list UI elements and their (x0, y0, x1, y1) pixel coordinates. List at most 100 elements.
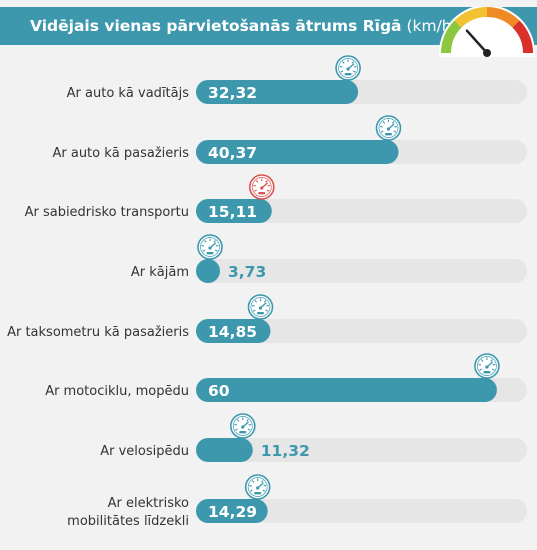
speedometer-icon-display (256, 312, 264, 315)
category-label-line: Ar motociklu, mopēdu (45, 384, 189, 399)
speedometer-icon-inner (250, 297, 271, 317)
gauge-needle (465, 29, 489, 55)
speedometer-icon (229, 413, 256, 439)
speedometer-icon-tick (265, 309, 269, 312)
speedometer-icon-tick (380, 130, 384, 133)
category-label: Ar elektrisko mobilitātes līdzekli (67, 496, 189, 529)
bar-track (196, 259, 527, 283)
speedometer-icon-tick (263, 300, 267, 303)
bar (196, 199, 272, 223)
speedometer-icon-tick (204, 240, 207, 243)
speedometer-icon (375, 115, 402, 141)
bar (196, 438, 253, 462)
gauge-face (452, 18, 522, 57)
speedometer-icon-inner (247, 477, 268, 497)
chart-header: Vidējais vienas pārvietošanās ātrums Rīg… (0, 7, 537, 57)
bar-row: Ar kājām 3,73 (131, 234, 527, 283)
speedometer-icon-tick (247, 428, 251, 431)
bar-row: Ar velosipēdu 11,32 (100, 413, 527, 462)
speedometer-icon-display (344, 73, 352, 76)
speedometer-icon (247, 294, 274, 320)
speedometer-icon-tick (255, 180, 259, 183)
speedometer-icon-hub (260, 186, 264, 190)
speedometer-icon-tick (261, 480, 264, 483)
bar (196, 80, 359, 104)
gauge-segment-red (512, 20, 533, 53)
speedometer-icon-inner (232, 416, 253, 436)
speedometer-icon-hub (346, 67, 350, 71)
speedometer-icon-tick (235, 428, 238, 431)
speedometer-icon-tick (254, 300, 258, 303)
category-label-line: Ar elektrisko (108, 496, 189, 511)
category-label-line: mobilitātes līdzekli (67, 514, 189, 529)
speedometer-icon-display (239, 431, 247, 434)
category-label-line: Ar kājām (131, 265, 189, 280)
speedometer-icon (244, 474, 271, 500)
speedometer-icon-inner (200, 237, 220, 257)
speedometer-icon-display (384, 133, 392, 136)
bar (196, 259, 220, 283)
speedometer-icon-tick (340, 70, 344, 73)
speedometer-icon-hub (258, 306, 263, 310)
speedometer-icon-inner (338, 58, 358, 78)
speedometer-icon (197, 234, 223, 260)
value-label: 32,32 (208, 84, 257, 102)
speedometer-icon-tick (391, 121, 395, 124)
speedometer-icon-tick (490, 359, 493, 362)
bar-row: Ar taksometru kā pasažieris 14,85 (7, 294, 527, 343)
category-label: Ar velosipēdu (100, 444, 189, 459)
speedometer-icon-hub (386, 127, 391, 131)
value-label: 14,29 (208, 503, 257, 521)
speedometer-icon-inner (477, 356, 497, 376)
value-label: 60 (208, 382, 230, 400)
bar (196, 499, 268, 523)
value-label: 15,11 (208, 203, 257, 221)
bar-row: Ar sabiedrisko transportu 15,11 (25, 174, 527, 223)
bar-row: Ar elektrisko mobilitātes līdzekli 14,29 (67, 474, 527, 529)
speedometer-icon-tick (491, 368, 495, 371)
category-label: Ar sabiedrisko transportu (25, 205, 189, 220)
speedometer-icon-tick (393, 130, 397, 133)
category-label-line: Ar sabiedrisko transportu (25, 205, 189, 220)
speedometer-icon-tick (262, 489, 266, 492)
speedometer-icon-tick (353, 70, 356, 73)
bar-track (196, 199, 527, 223)
speedometer-icon-display (483, 371, 491, 374)
category-label-line: Ar taksometru kā pasažieris (7, 325, 189, 340)
category-label: Ar auto kā pasažieris (52, 146, 189, 161)
gauge-hub (483, 49, 491, 57)
speedometer-icon-hub (241, 425, 245, 429)
speedometer-icon-tick (213, 240, 216, 243)
speedometer-icon-tick (214, 249, 218, 252)
bar-row: Ar auto kā vadītājs 32,32 (67, 55, 527, 104)
bar (196, 319, 271, 343)
category-label: Ar motociklu, mopēdu (45, 384, 189, 399)
speedometer-icon-tick (479, 368, 482, 371)
category-label-line: Ar auto kā vadītājs (67, 86, 190, 101)
speedometer-icon-tick (250, 489, 253, 492)
category-label: Ar kājām (131, 265, 189, 280)
speedometer-icon-tick (351, 61, 354, 64)
speedometer-logo-icon (439, 7, 535, 57)
bar-track (196, 319, 527, 343)
bar (196, 378, 497, 402)
speedometer-icon-hub (256, 486, 260, 490)
speedometer-icon-display (254, 492, 262, 495)
speedometer-icon-tick (202, 249, 206, 252)
speedometer-icon-inner (251, 177, 272, 197)
speedometer-icon-hub (485, 365, 489, 369)
gauge-segment-yellow (454, 7, 487, 28)
speedometer-icon-inner (378, 118, 399, 138)
gauge-segment-orange (487, 7, 520, 28)
chart-title-main: Vidējais vienas pārvietošanās ātrums Rīg… (30, 17, 402, 35)
category-label: Ar taksometru kā pasažieris (7, 325, 189, 340)
speedometer-icon-tick (481, 359, 484, 362)
speedometer-icon-display (258, 192, 266, 195)
bar-track (196, 438, 527, 462)
speedometer-icon-tick (382, 121, 386, 124)
bar-row: Ar auto kā pasažieris 40,37 (52, 115, 527, 164)
category-label-line: Ar velosipēdu (100, 444, 189, 459)
speedometer-icon-tick (254, 189, 257, 192)
speedometer-icon-tick (246, 419, 249, 422)
